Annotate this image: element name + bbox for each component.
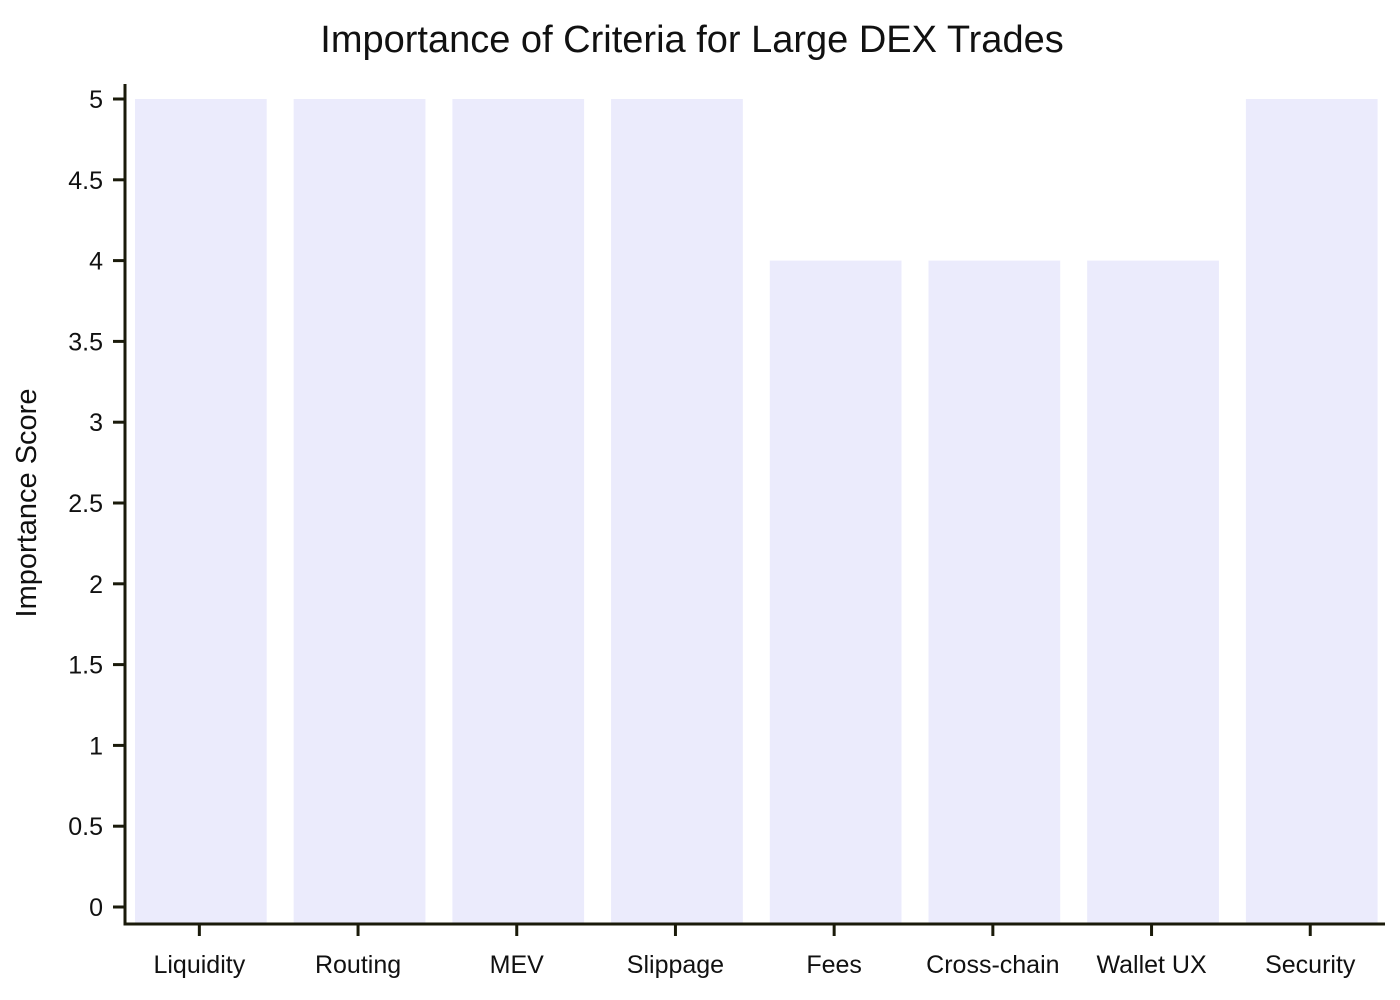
y-tick-label: 2 bbox=[89, 571, 103, 599]
x-tick-label: Cross-chain bbox=[926, 951, 1059, 979]
y-tick-label: 5 bbox=[89, 86, 103, 114]
bar-mev bbox=[452, 99, 585, 923]
bar-cross-chain bbox=[928, 260, 1061, 923]
y-tick-label: 3.5 bbox=[68, 328, 103, 356]
y-tick-label: 4.5 bbox=[68, 167, 103, 195]
bar-fees bbox=[769, 260, 902, 923]
bars-layer bbox=[134, 99, 1378, 923]
y-tick-label: 1.5 bbox=[68, 652, 103, 680]
y-tick-label: 1 bbox=[89, 732, 103, 760]
bar-routing bbox=[293, 99, 426, 923]
x-tick-label: Fees bbox=[806, 951, 862, 979]
y-tick-label: 0.5 bbox=[68, 813, 103, 841]
x-tick-label: Wallet UX bbox=[1096, 951, 1207, 979]
x-axis-ticks: Liquidity Routing MEV Slippage Fees Cross-cha… bbox=[153, 924, 1356, 979]
chart-title: Importance of Criteria for Large DEX Tra… bbox=[320, 19, 1063, 61]
x-tick-label: MEV bbox=[490, 951, 545, 979]
bar-security bbox=[1245, 99, 1378, 923]
x-tick-label: Slippage bbox=[627, 951, 724, 979]
bar-liquidity bbox=[134, 99, 267, 923]
x-tick-label: Routing bbox=[315, 951, 401, 979]
y-axis-label: Importance Score bbox=[11, 389, 43, 618]
bar-slippage bbox=[611, 99, 743, 923]
y-tick-label: 0 bbox=[89, 894, 103, 922]
y-tick-label: 3 bbox=[89, 409, 103, 437]
y-tick-label: 2.5 bbox=[68, 490, 103, 518]
y-tick-label: 4 bbox=[89, 248, 103, 276]
x-tick-label: Security bbox=[1265, 951, 1356, 979]
y-axis-ticks: 0 0.5 1 1.5 2 2.5 3 3.5 4 4.5 5 bbox=[68, 86, 125, 922]
x-tick-label: Liquidity bbox=[153, 951, 245, 979]
bar-wallet-ux bbox=[1087, 260, 1219, 923]
